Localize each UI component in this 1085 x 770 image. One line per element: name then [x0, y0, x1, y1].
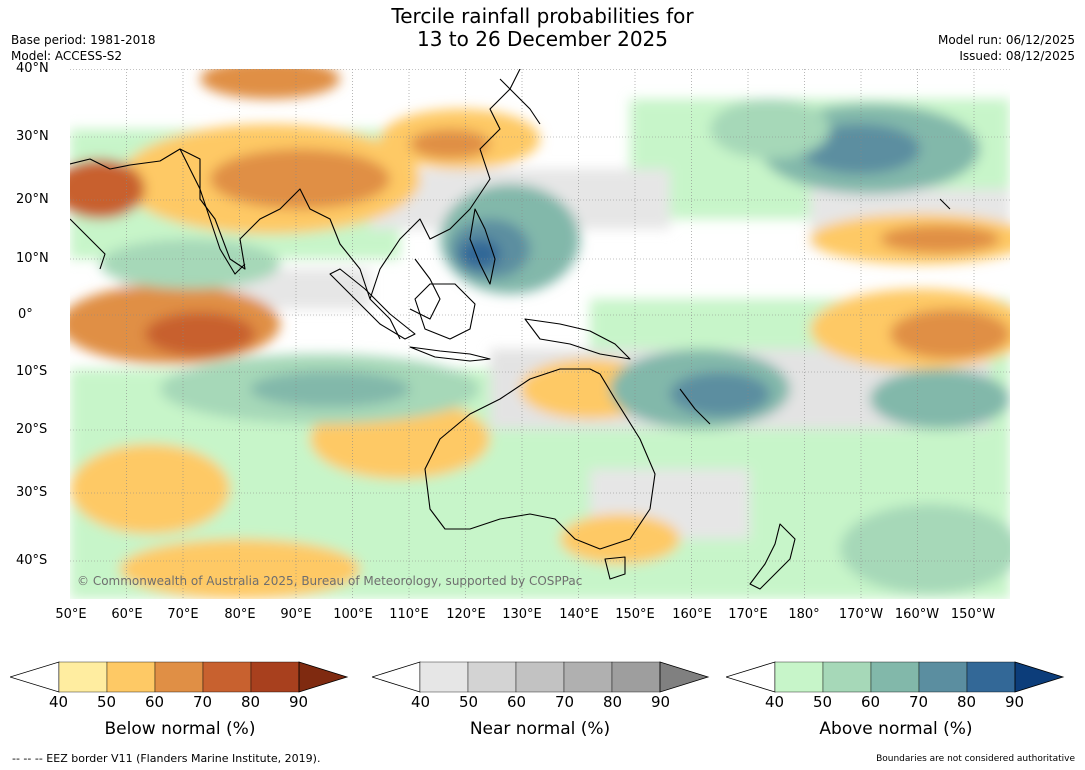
lat-label-30n: 30°N	[16, 129, 49, 144]
map-title-line1: Tercile rainfall probabilities for	[391, 4, 694, 28]
lon-label-80e: 80°E	[224, 607, 256, 622]
below-tick-90: 90	[289, 693, 309, 711]
copyright-text: © Commonwealth of Australia 2025, Bureau…	[77, 574, 583, 588]
lon-label-110e: 110°E	[389, 607, 429, 622]
below-tick-40: 40	[49, 693, 69, 711]
lon-label-160w: 160°W	[894, 607, 940, 622]
eez-border-legend: -- -- -- EEZ border V11 (Flanders Marine…	[12, 752, 321, 765]
above-tick-80: 80	[957, 693, 977, 711]
graticule	[70, 69, 1010, 599]
lat-label-20s: 20°S	[16, 422, 48, 437]
near-normal-title: Near normal (%)	[469, 719, 611, 739]
near-tick-90: 90	[651, 693, 671, 711]
lat-label-40n: 40°N	[16, 61, 49, 76]
issued-text: Issued: 08/12/2025	[959, 49, 1075, 63]
coastlines	[70, 69, 951, 590]
lon-label-140e: 140°E	[559, 607, 599, 622]
near-tick-50: 50	[459, 693, 479, 711]
below-tick-60: 60	[145, 693, 165, 711]
near-normal-colorbar	[372, 661, 710, 693]
map-title-line2: 13 to 26 December 2025	[416, 27, 668, 51]
rainfall-probability-map	[70, 69, 1010, 599]
lat-label-10n: 10°N	[16, 251, 49, 266]
lon-label-150e: 150°E	[615, 607, 655, 622]
model-info: Base period: 1981-2018 Model: ACCESS-S2	[11, 32, 156, 64]
below-normal-colorbar	[10, 661, 349, 693]
lon-label-100e: 100°E	[333, 607, 373, 622]
near-tick-60: 60	[507, 693, 527, 711]
base-period-text: Base period: 1981-2018	[11, 33, 156, 47]
model-run-text: Model run: 06/12/2025	[937, 33, 1075, 47]
lon-label-150w: 150°W	[950, 607, 996, 622]
near-tick-40: 40	[411, 693, 431, 711]
lon-label-70e: 70°E	[167, 607, 199, 622]
lat-label-10s: 10°S	[16, 364, 48, 379]
below-tick-70: 70	[193, 693, 213, 711]
above-tick-60: 60	[861, 693, 881, 711]
lat-label-40s: 40°S	[16, 553, 48, 568]
below-normal-title: Below normal (%)	[104, 719, 256, 739]
near-tick-80: 80	[603, 693, 623, 711]
above-tick-50: 50	[813, 693, 833, 711]
above-tick-40: 40	[765, 693, 785, 711]
lat-label-equator: 0°	[18, 307, 33, 322]
lat-label-20n: 20°N	[16, 192, 49, 207]
lon-label-180: 180°	[788, 607, 820, 622]
above-normal-colorbar	[726, 661, 1065, 693]
lon-label-120e: 120°E	[446, 607, 486, 622]
lon-label-160e: 160°E	[672, 607, 712, 622]
run-info: Model run: 06/12/2025 Issued: 08/12/2025	[938, 32, 1075, 64]
lon-label-170w: 170°W	[838, 607, 884, 622]
above-tick-90: 90	[1005, 693, 1025, 711]
above-normal-title: Above normal (%)	[819, 719, 973, 739]
lon-label-130e: 130°E	[502, 607, 542, 622]
lon-label-90e: 90°E	[280, 607, 312, 622]
boundary-disclaimer: Boundaries are not considered authoritat…	[876, 754, 1075, 764]
lon-label-50e: 50°E	[55, 607, 87, 622]
lon-label-60e: 60°E	[111, 607, 143, 622]
lon-label-170e: 170°E	[728, 607, 768, 622]
above-tick-70: 70	[909, 693, 929, 711]
below-tick-50: 50	[97, 693, 117, 711]
lat-label-30s: 30°S	[16, 485, 48, 500]
probability-shading	[70, 69, 1010, 599]
below-tick-80: 80	[241, 693, 261, 711]
near-tick-70: 70	[555, 693, 575, 711]
model-name-text: Model: ACCESS-S2	[11, 49, 123, 63]
